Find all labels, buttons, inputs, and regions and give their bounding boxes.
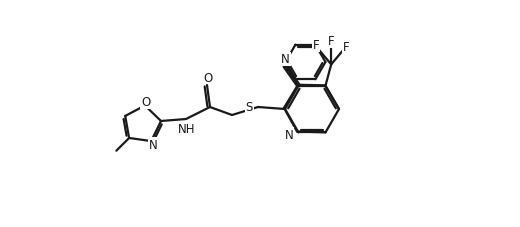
Text: N: N: [281, 53, 290, 66]
Text: F: F: [313, 39, 319, 52]
Text: NH: NH: [178, 122, 196, 135]
Text: O: O: [141, 96, 151, 109]
Text: N: N: [149, 138, 158, 151]
Text: F: F: [328, 35, 334, 48]
Text: F: F: [343, 41, 350, 54]
Text: N: N: [285, 128, 293, 141]
Text: O: O: [203, 71, 213, 84]
Text: S: S: [245, 100, 253, 113]
